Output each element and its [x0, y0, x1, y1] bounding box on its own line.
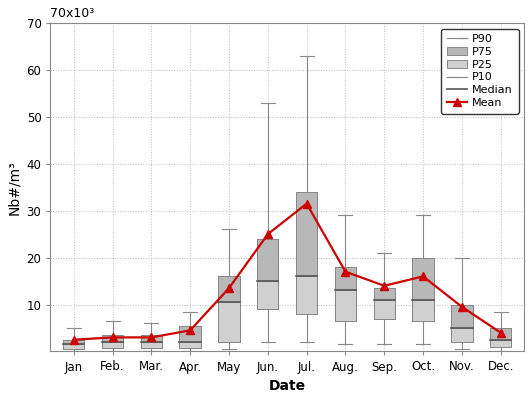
Bar [63, 340, 84, 344]
Bar [102, 342, 123, 348]
Bar [218, 276, 239, 302]
Bar [179, 326, 201, 342]
Bar [63, 344, 84, 349]
X-axis label: Date: Date [269, 379, 306, 393]
Bar [102, 335, 123, 348]
Legend: P90, P75, P25, P10, Median, Mean: P90, P75, P25, P10, Median, Mean [441, 28, 518, 114]
Bar [257, 239, 278, 309]
Bar [102, 335, 123, 342]
Bar [490, 328, 511, 347]
Bar [179, 342, 201, 348]
Bar [257, 281, 278, 309]
Bar [413, 258, 434, 321]
Bar [413, 258, 434, 300]
Bar [218, 302, 239, 342]
Bar [451, 304, 473, 342]
Text: 70x10³: 70x10³ [50, 7, 95, 20]
Bar [413, 300, 434, 321]
Bar [63, 340, 84, 349]
Bar [335, 290, 356, 321]
Bar [490, 328, 511, 340]
Bar [335, 267, 356, 290]
Bar [218, 276, 239, 342]
Bar [451, 304, 473, 328]
Bar [490, 340, 511, 347]
Bar [374, 300, 395, 319]
Bar [374, 288, 395, 319]
Bar [257, 239, 278, 281]
Bar [296, 192, 318, 276]
Bar [141, 335, 162, 348]
Bar [374, 288, 395, 300]
Y-axis label: Nb#/m³: Nb#/m³ [7, 160, 21, 215]
Bar [335, 267, 356, 321]
Bar [296, 276, 318, 314]
Bar [141, 342, 162, 348]
Bar [296, 192, 318, 314]
Bar [179, 326, 201, 348]
Bar [451, 328, 473, 342]
Bar [141, 335, 162, 342]
